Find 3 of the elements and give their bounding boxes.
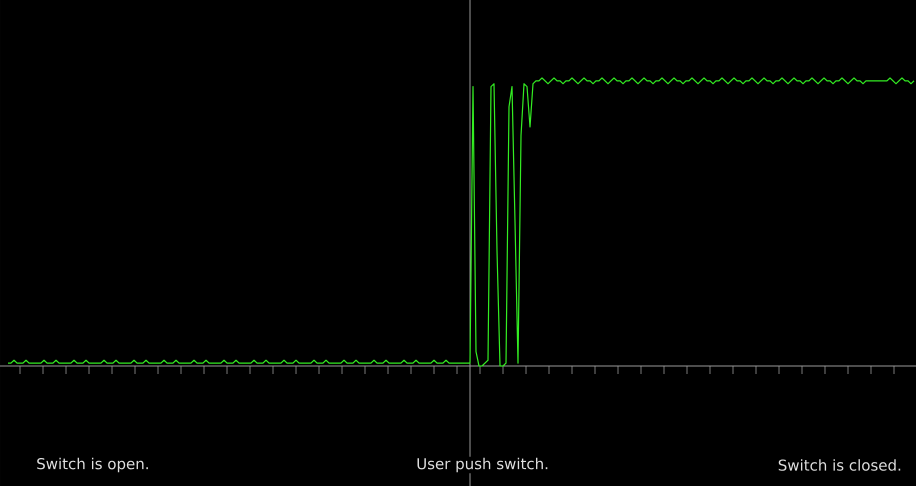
text: Switch is closed. <box>778 459 900 471</box>
text: User push switch. <box>418 458 548 472</box>
text: Switch is open. <box>37 458 148 472</box>
